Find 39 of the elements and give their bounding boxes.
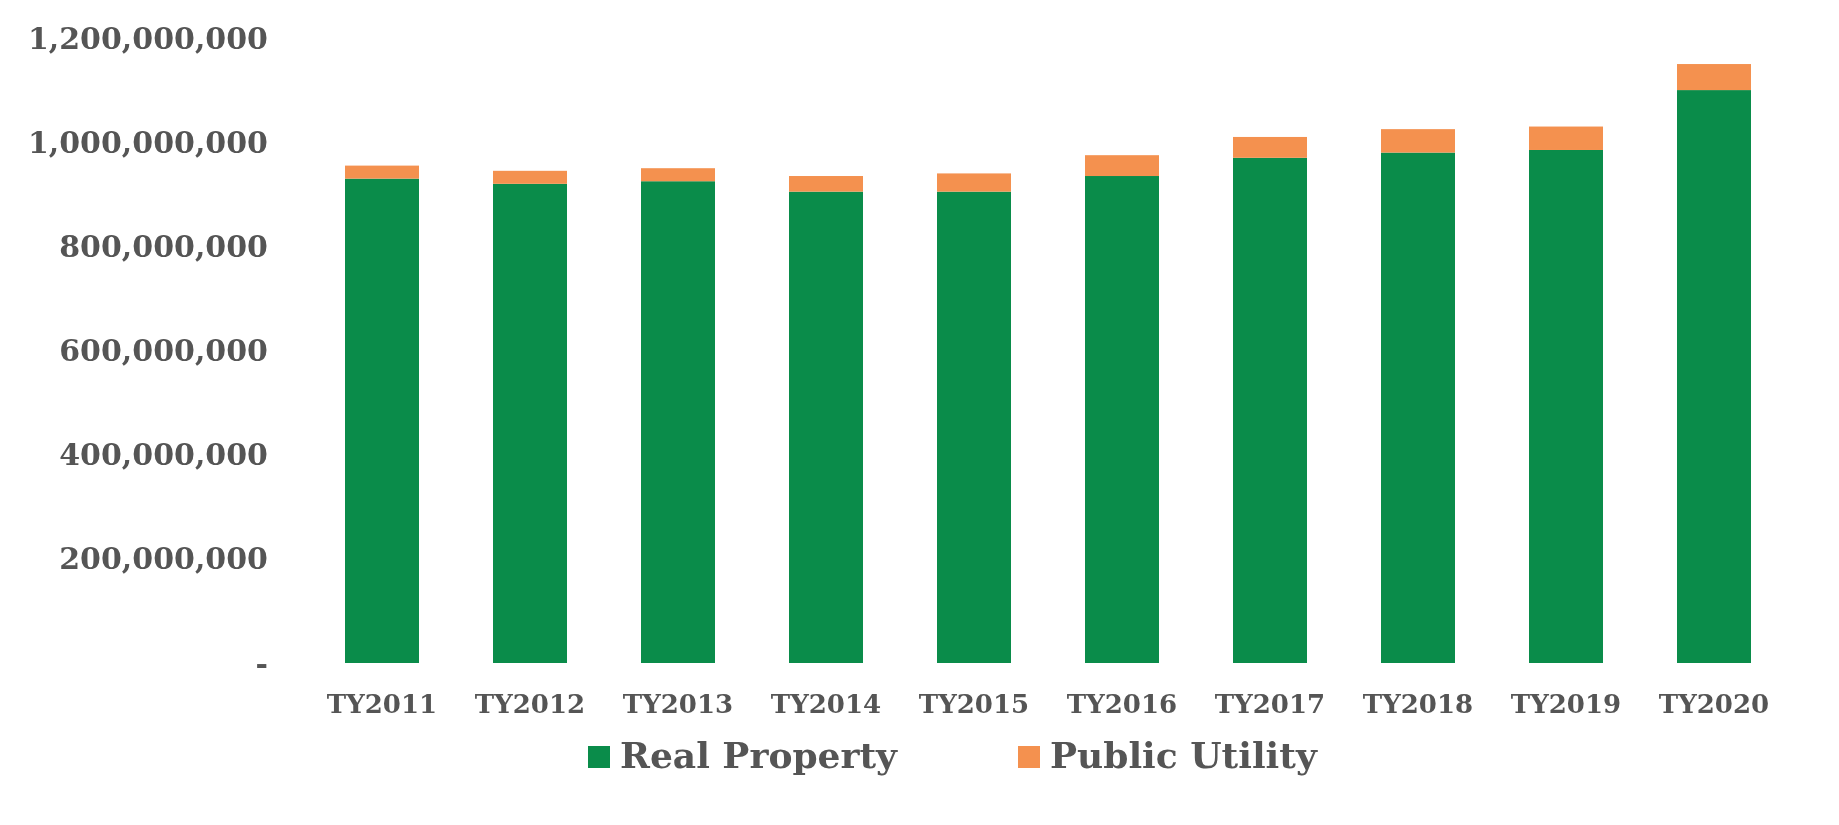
y-tick-label: 1,200,000,000 <box>27 20 268 56</box>
y-tick-label: 600,000,000 <box>59 333 268 368</box>
x-tick-label: TY2015 <box>918 689 1030 719</box>
bar <box>937 173 1011 192</box>
legend-label: Public Utility <box>1050 734 1318 776</box>
bar <box>1677 90 1751 663</box>
bar <box>1381 129 1455 153</box>
y-tick-label: 400,000,000 <box>59 437 268 473</box>
x-tick-label: TY2018 <box>1362 689 1474 719</box>
bar <box>1529 149 1603 663</box>
bar <box>1677 64 1751 91</box>
x-tick-label: TY2012 <box>474 689 586 719</box>
x-tick-label: TY2020 <box>1658 689 1770 719</box>
y-tick-label: 1,000,000,000 <box>27 124 268 160</box>
bar <box>789 176 863 192</box>
x-tick-label: TY2013 <box>622 689 734 719</box>
bar <box>1233 136 1307 158</box>
bar <box>493 170 567 184</box>
x-tick-label: TY2014 <box>770 689 882 719</box>
x-tick-label: TY2019 <box>1510 689 1622 719</box>
bar <box>937 191 1011 663</box>
bar <box>1529 126 1603 150</box>
bar <box>493 183 567 663</box>
bar <box>345 165 419 179</box>
y-tick-label: 800,000,000 <box>59 228 268 264</box>
bar <box>641 181 715 663</box>
legend-label: Real Property <box>620 734 899 776</box>
x-tick-label: TY2017 <box>1214 689 1326 719</box>
bar <box>1085 155 1159 177</box>
bar <box>1233 157 1307 663</box>
x-tick-label: TY2016 <box>1066 689 1178 719</box>
bar <box>1381 152 1455 663</box>
y-tick-label: - <box>255 645 268 681</box>
x-tick-label: TY2011 <box>326 689 438 719</box>
y-tick-label: 200,000,000 <box>59 541 268 577</box>
bar <box>345 178 419 663</box>
bar <box>789 191 863 663</box>
bar <box>641 168 715 182</box>
bar <box>1085 176 1159 663</box>
